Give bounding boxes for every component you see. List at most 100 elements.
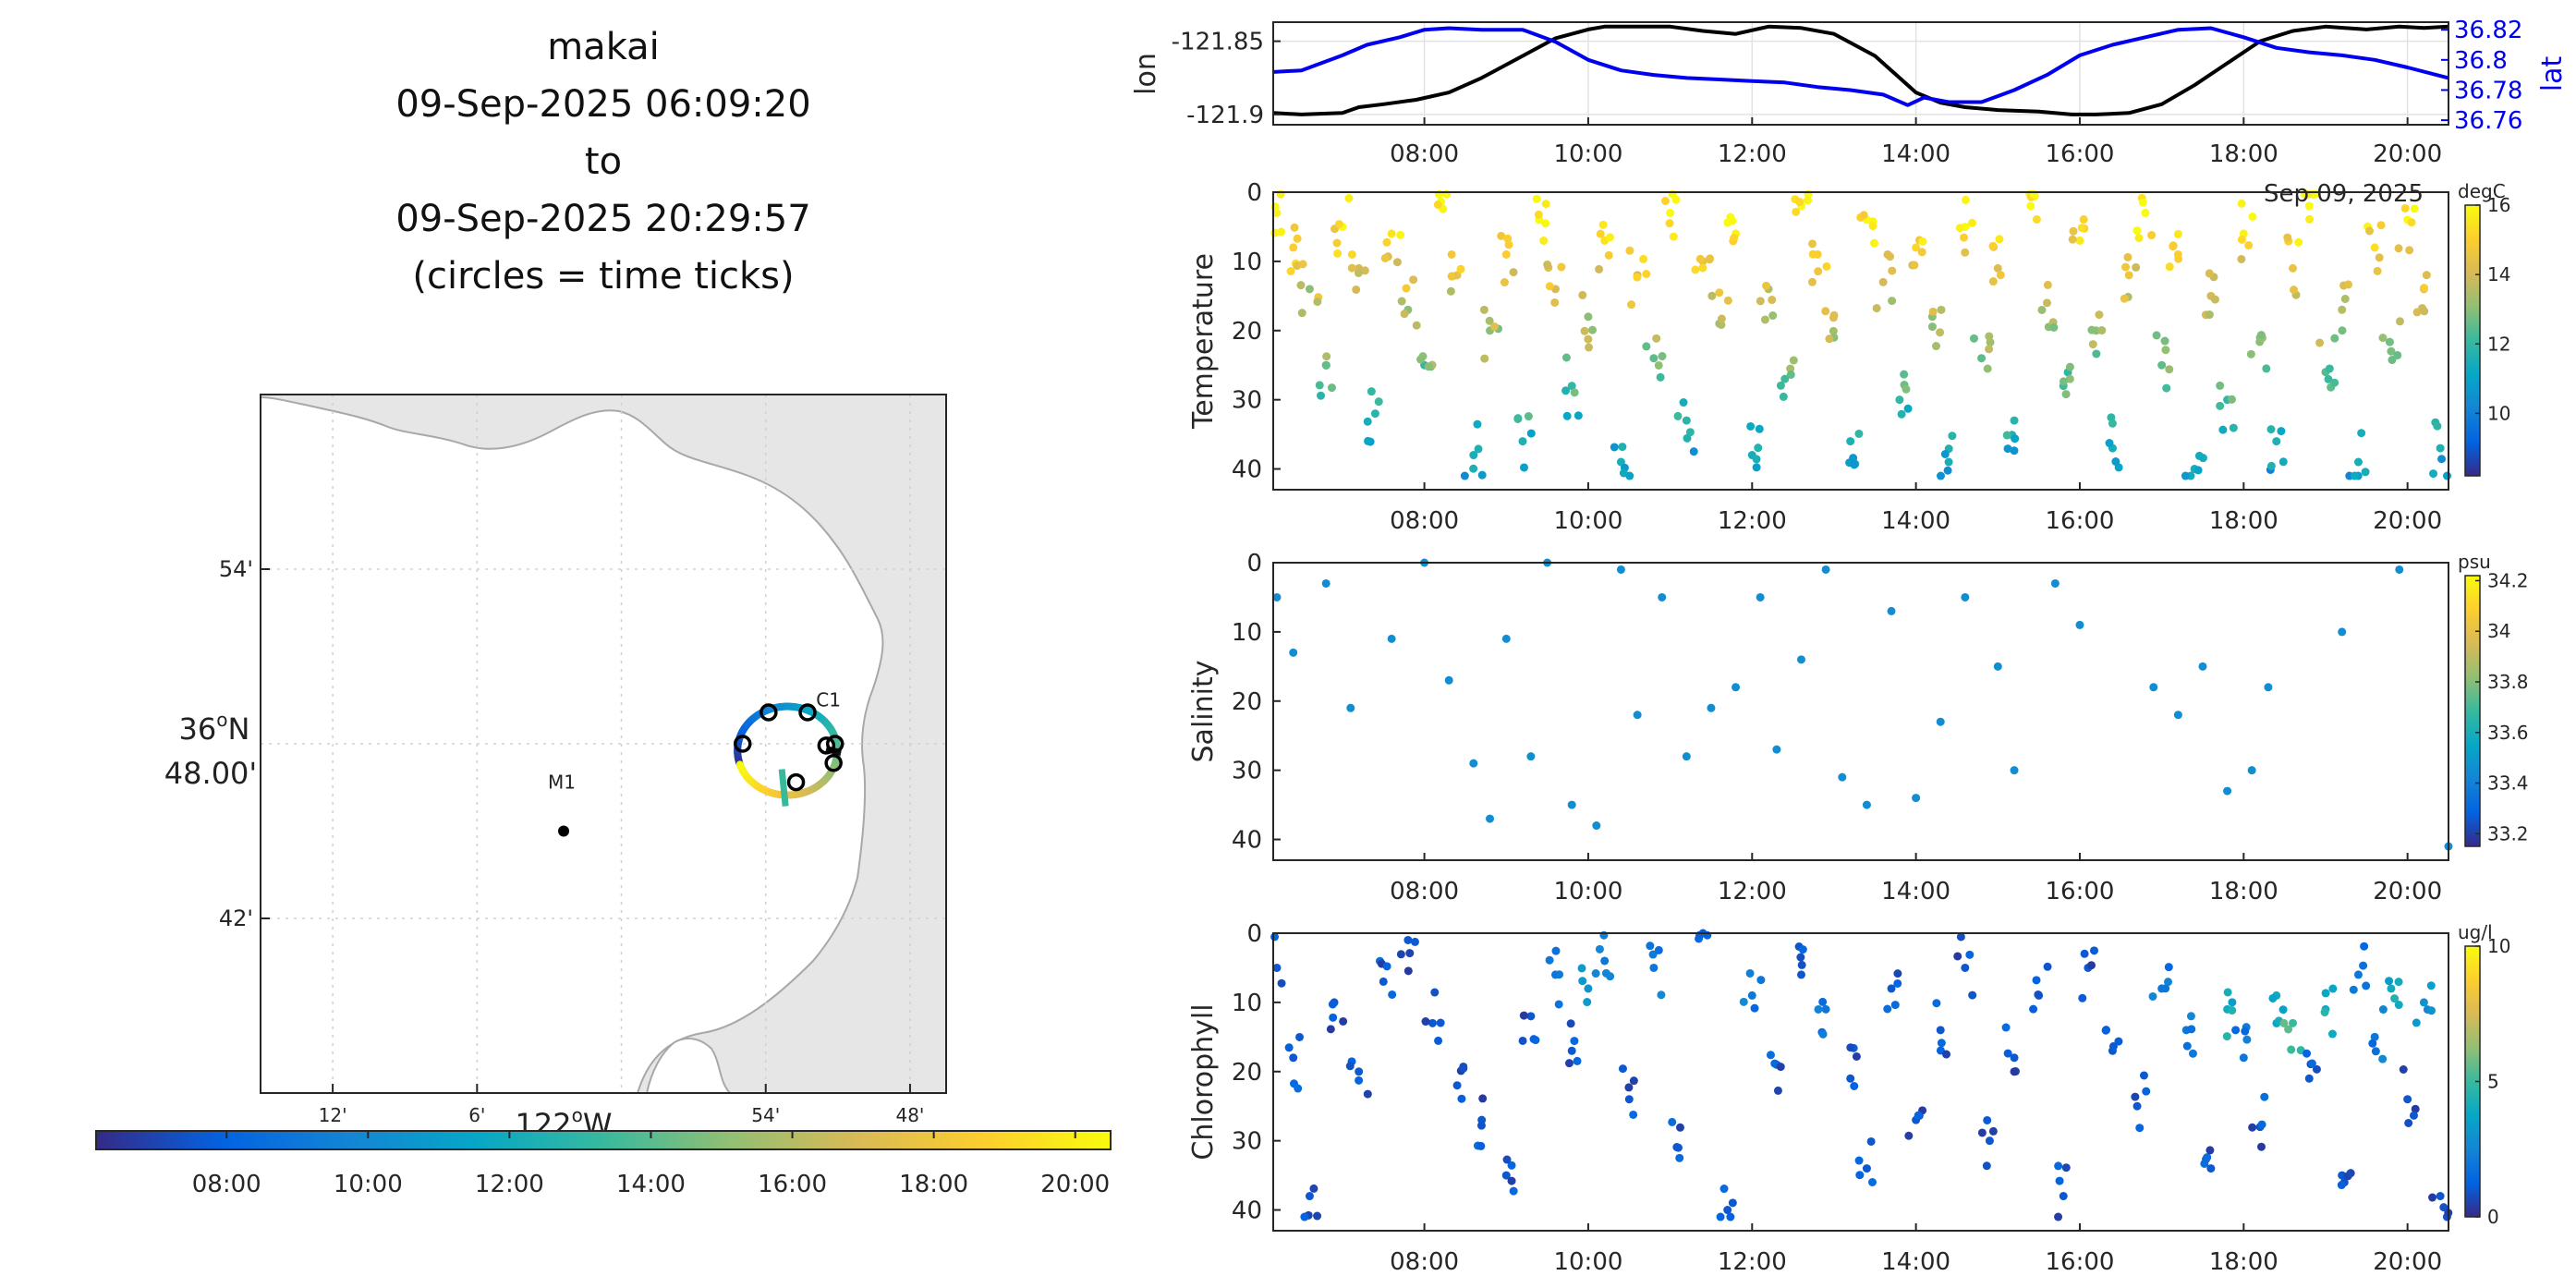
data-point [1895,395,1904,405]
data-point [1796,953,1805,962]
time-tick-label: 08:00 [1390,1248,1459,1276]
chlorophyll-panel: 08:00 10:00 12:00 14:00 16:00 18:00 20:00 0 10 20… [1187,920,2510,1276]
data-point [1818,997,1828,1006]
data-point [1796,655,1805,664]
colorbar-tick-label: 33.4 [2487,772,2529,795]
time-tick-label: 10:00 [1553,507,1622,535]
data-point [1625,246,1634,255]
data-point [1912,243,1921,252]
data-point [1584,312,1593,322]
data-point [1456,264,1465,273]
data-point [1796,970,1805,979]
data-point [1776,1063,1785,1072]
depth-tick-label: 40 [1232,827,1262,855]
data-point [2409,1111,2418,1120]
data-point [2161,346,2170,355]
time-tick-circles [733,703,844,792]
data-point [2256,331,2266,340]
data-point [2373,266,2382,275]
data-point [1328,1000,1337,1009]
data-point [1457,1094,1466,1103]
data-point [2330,334,2339,343]
data-point [2324,374,2333,383]
map-frame [260,394,947,1094]
data-point [2210,295,2219,304]
data-point [1886,252,1895,261]
data-point [1485,316,1494,325]
data-point [1403,935,1413,944]
lon-lat-panel: -121.85 -121.9 36.82 36.836.78 36.76 08:00 1… [1130,17,2569,168]
data-point [1943,466,1952,475]
data-point [1503,234,1513,243]
data-point [2378,1005,2388,1015]
data-point [1706,254,1715,263]
data-point [1940,449,1950,458]
data-point [1983,364,1992,373]
data-point [1321,360,1331,370]
time-tick-label: 10:00 [1553,878,1622,905]
data-point [2132,1101,2142,1111]
data-point [2010,1067,2019,1076]
data-point [1539,236,1549,245]
title-line-5: (circles = time ticks) [412,255,794,298]
data-point [1474,444,1483,454]
data-point [1509,1186,1518,1196]
data-point [1682,416,1691,425]
time-tick-label: 12:00 [1718,878,1787,905]
data-point [2216,381,2225,390]
data-point [2075,620,2084,629]
data-point [2003,1049,2012,1058]
data-point [1518,1036,1527,1045]
data-point [1698,263,1707,273]
data-point [1529,1035,1538,1044]
data-point [2304,201,2314,211]
data-point [1574,411,1583,420]
data-point [1988,241,1998,250]
time-tick-label: 20:00 [2373,878,2442,905]
data-point [2182,1041,2192,1051]
data-point [2337,1181,2346,1190]
data-point [1902,384,1911,394]
data-point [1786,370,1795,379]
data-point [1532,194,1541,203]
data-point [2399,1065,2408,1075]
data-point [2338,326,2347,335]
data-point [2420,307,2429,316]
track-segment [778,769,789,807]
data-point [1977,354,1987,363]
time-colorbar-tick-label: 10:00 [334,1171,403,1198]
data-point [1726,1212,1735,1221]
data-point [2078,993,2087,1002]
lat-tick-label: 36.82 [2454,17,2522,44]
data-point [2121,262,2131,272]
data-point [1580,326,1589,335]
data-point [2149,683,2158,692]
data-point [2205,269,2214,278]
data-point [1363,417,1372,426]
data-point [2439,1203,2448,1212]
colorbar-tick-label: 12 [2487,333,2510,355]
data-point [2370,243,2379,252]
data-point [2394,978,2403,987]
data-point [2368,1039,2377,1048]
data-point [1293,234,1302,243]
data-point [1673,411,1683,420]
data-point [1562,411,1572,420]
data-point [1289,648,1298,657]
data-point [1584,984,1593,993]
data-point [1859,211,1868,220]
depth-tick-label: 40 [1232,1197,1262,1225]
data-point [2108,419,2117,428]
scatter-points [1270,929,2453,1221]
data-point [1629,1110,1638,1119]
data-point [1363,1089,1372,1099]
colorbar-units: psu [2458,551,2491,573]
data-point [1557,262,1566,272]
data-point [2065,374,2074,383]
data-point [1564,1059,1574,1068]
data-point [1578,290,1587,299]
data-point [1656,372,1665,382]
data-point [2344,280,2353,289]
data-point [1305,285,1314,294]
data-point [1679,398,1688,407]
